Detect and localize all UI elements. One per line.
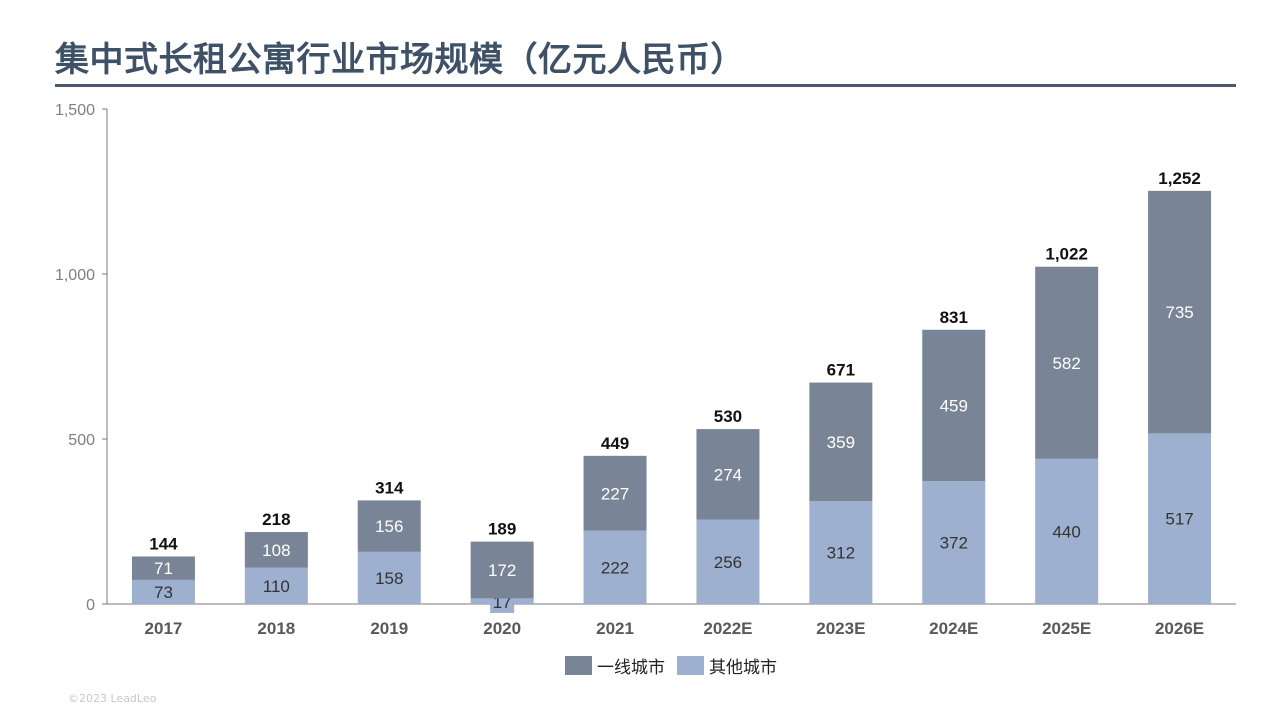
total-label: 1,022 (1045, 245, 1088, 264)
x-tick-label: 2026E (1155, 619, 1204, 638)
bar-segment (470, 541, 534, 599)
data-label: 108 (262, 541, 290, 560)
data-label: 359 (827, 433, 855, 452)
total-label: 218 (262, 510, 290, 529)
x-tick-label: 2019 (370, 619, 408, 638)
bar-segment (696, 519, 760, 604)
copyright-footer: ©2023 LeadLeo (68, 692, 157, 705)
data-label: 440 (1052, 522, 1080, 541)
bar-segment (696, 429, 760, 520)
total-label: 831 (940, 308, 968, 327)
x-tick-label: 2021 (596, 619, 634, 638)
legend-item-tier1: 一线城市 (565, 653, 665, 678)
stacked-bar-chart: 0 500 1,000 1,500 73 71 144 2017 110 108 218 2018 15… (55, 102, 1236, 638)
legend-item-others: 其他城市 (677, 653, 777, 678)
data-label: 110 (263, 577, 290, 596)
bar-segment (131, 579, 195, 604)
title-divider (55, 84, 1236, 87)
bar-segment (583, 530, 647, 604)
bar-segment (1148, 433, 1212, 604)
bar-segment (1035, 458, 1099, 604)
chart-legend: 一线城市 其他城市 (565, 653, 789, 678)
data-label: 73 (154, 583, 173, 602)
bar-segment (809, 382, 873, 502)
data-label: 517 (1165, 510, 1193, 529)
data-label: 735 (1165, 303, 1193, 322)
x-tick-label: 2022E (703, 619, 752, 638)
x-tick-label: 2025E (1042, 619, 1091, 638)
x-tick-label: 2020 (483, 619, 521, 638)
data-label: 582 (1052, 354, 1080, 373)
legend-label-tier1: 一线城市 (597, 658, 665, 678)
bar-segment (244, 567, 308, 604)
legend-swatch-tier1 (565, 656, 592, 675)
total-label: 1,252 (1158, 169, 1201, 188)
data-label: 158 (375, 569, 403, 588)
x-tick-label: 2023E (816, 619, 865, 638)
data-label: 312 (827, 544, 855, 563)
total-label: 530 (714, 407, 742, 426)
bar-segment (922, 481, 986, 604)
page-title: 集中式长租公寓行业市场规模（亿元人民币） (55, 40, 745, 80)
data-label: 222 (601, 558, 629, 577)
data-label: 372 (940, 534, 968, 553)
total-label: 671 (827, 361, 855, 380)
legend-swatch-others (677, 656, 704, 675)
x-tick-label: 2017 (145, 619, 183, 638)
legend-label-others: 其他城市 (709, 658, 777, 678)
x-tick-label: 2024E (929, 619, 978, 638)
x-tick-label: 2018 (257, 619, 295, 638)
bar-segment (244, 532, 308, 568)
bar-segment (809, 501, 873, 604)
data-label: 256 (714, 553, 742, 572)
total-label: 314 (375, 478, 404, 497)
bar-segment (1035, 266, 1099, 459)
bar-segment (1148, 190, 1212, 434)
data-label: 71 (154, 559, 173, 578)
data-label: 274 (714, 465, 742, 484)
total-label: 449 (601, 434, 629, 453)
data-label: 156 (375, 517, 403, 536)
data-label: 459 (940, 397, 968, 416)
y-tick-label: 1,000 (55, 267, 95, 284)
bar-segment (583, 455, 647, 531)
y-tick-label: 0 (86, 597, 95, 614)
y-tick-label: 500 (68, 432, 95, 449)
y-tick-label: 1,500 (55, 102, 95, 119)
data-label: 227 (601, 484, 629, 503)
total-label: 189 (488, 520, 516, 539)
bar-segment (131, 556, 195, 580)
bar-segment (357, 551, 421, 604)
total-label: 144 (149, 534, 178, 553)
data-label: 172 (488, 561, 516, 580)
bar-segment (922, 329, 986, 482)
bar-segment (357, 500, 421, 552)
